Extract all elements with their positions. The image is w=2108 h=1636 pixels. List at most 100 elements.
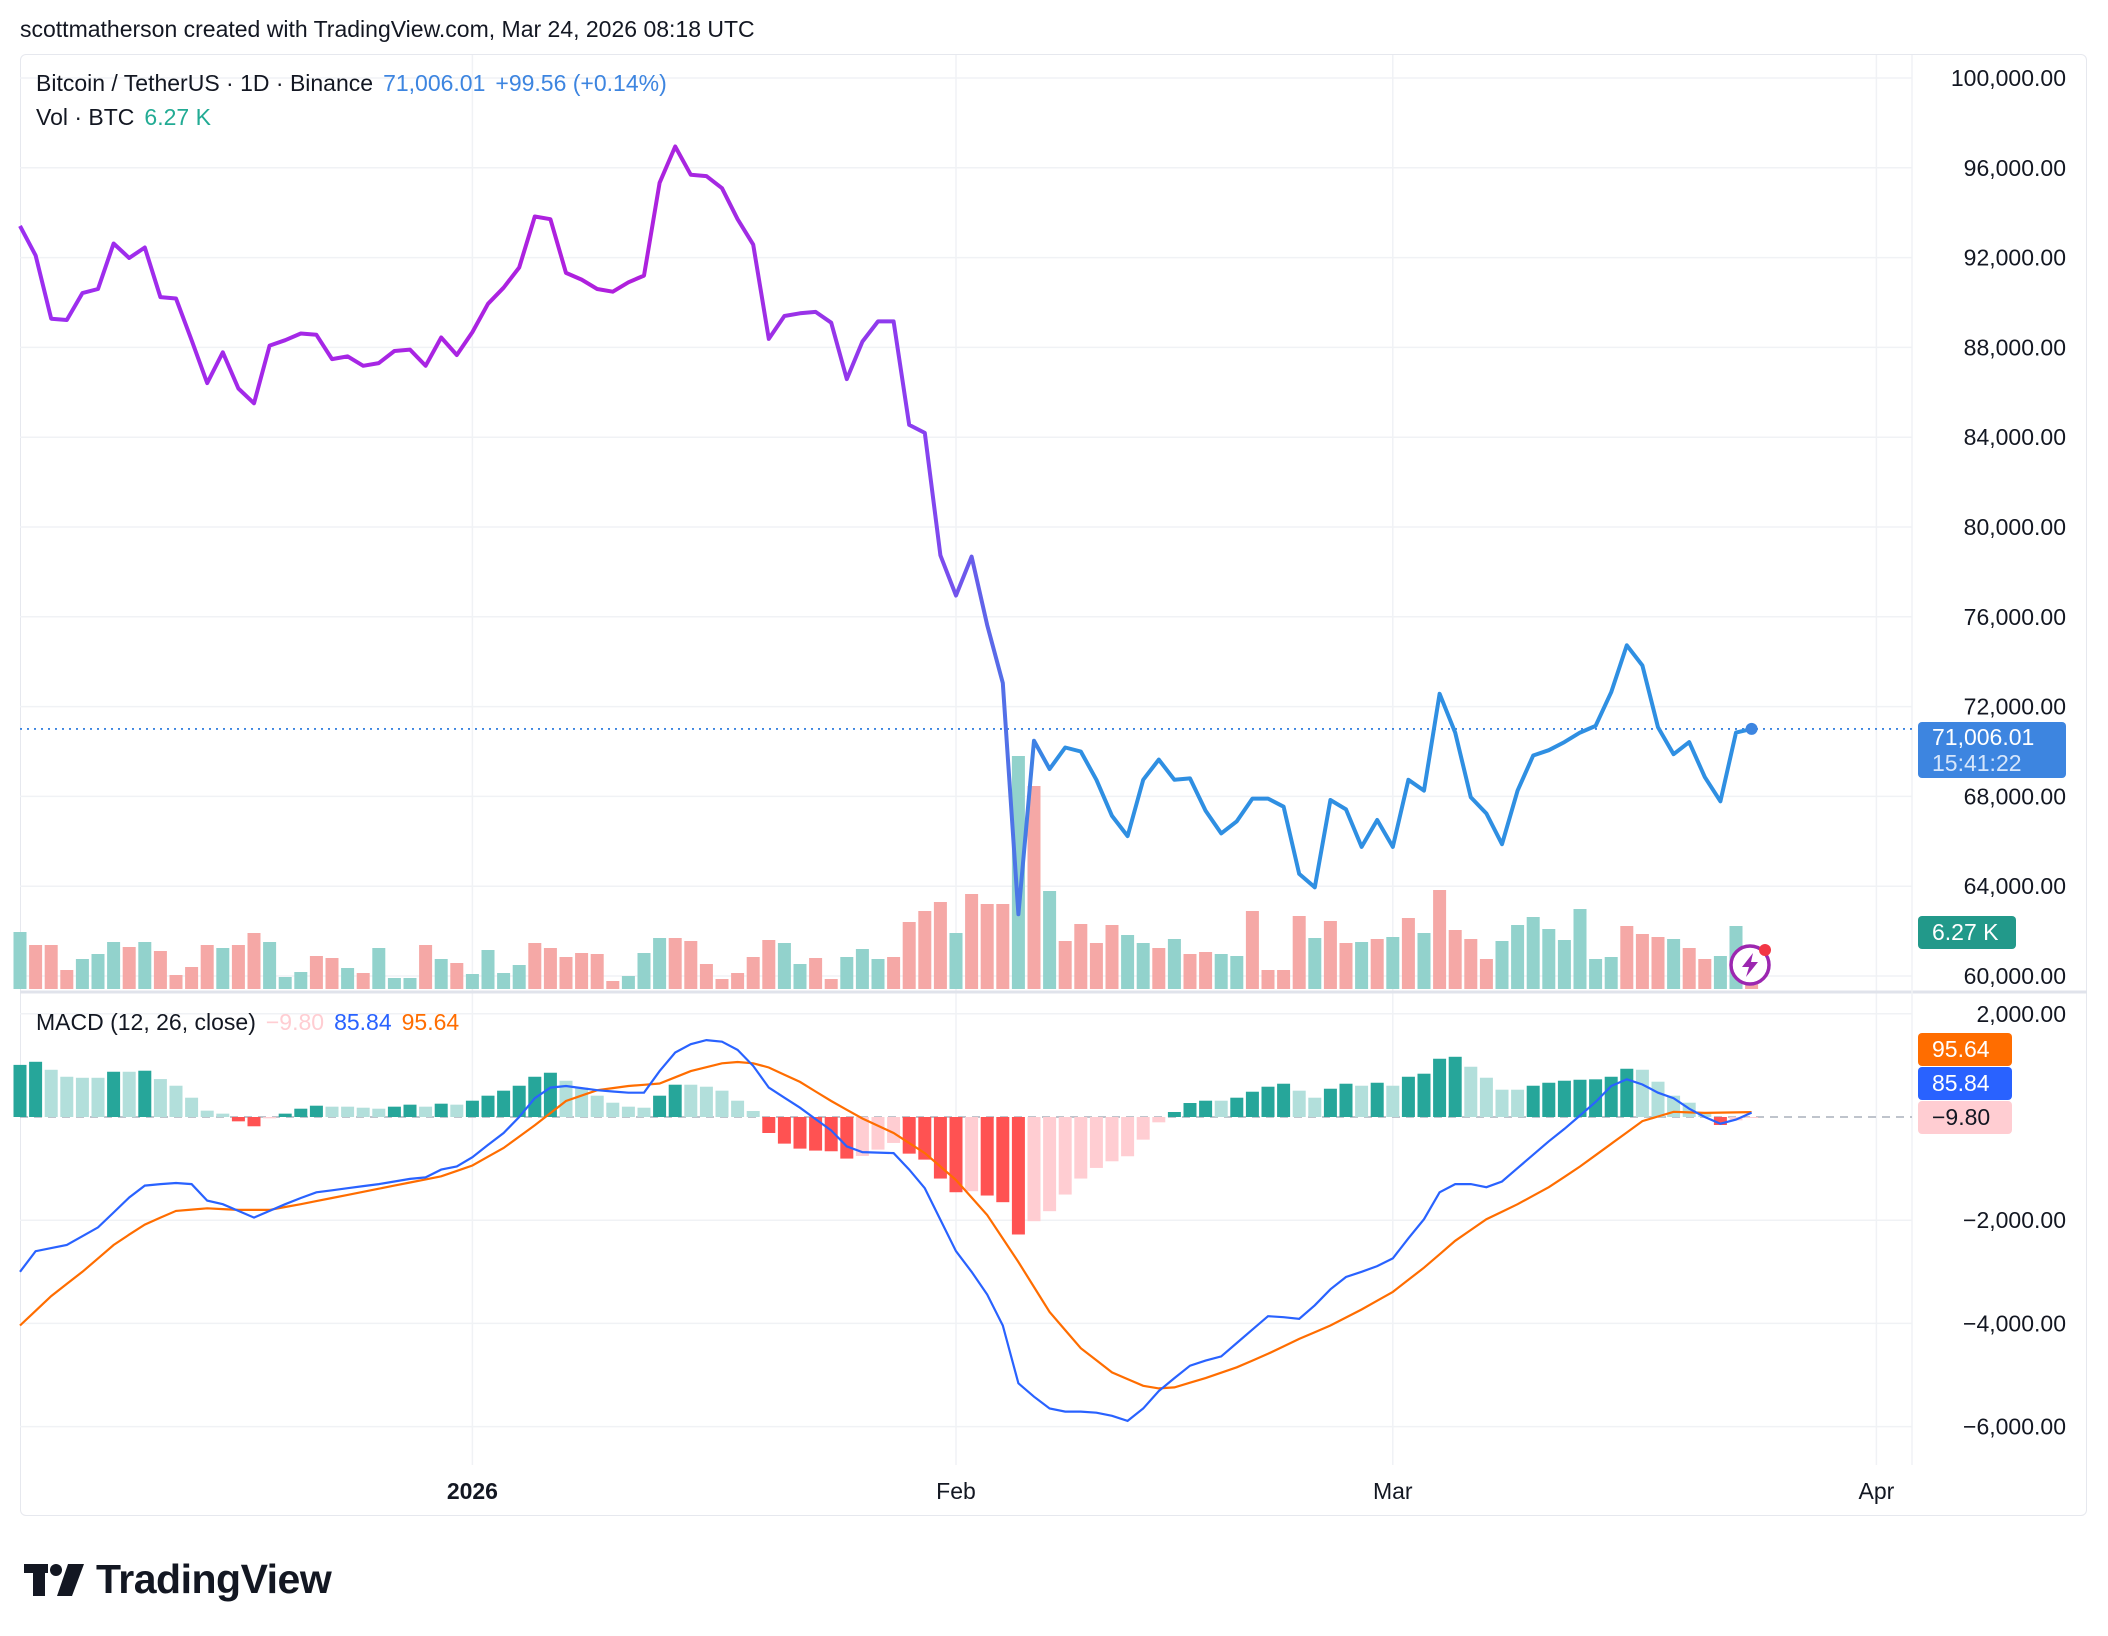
histogram-bar [1152,1117,1166,1123]
volume-bar [1479,959,1493,989]
volume-bar [1542,929,1556,989]
volume-bar [559,957,573,989]
volume-bar [668,938,682,989]
histogram-bar [44,1069,58,1117]
histogram-bar [1713,1117,1727,1125]
macd-line [19,1038,1753,1423]
volume-title[interactable]: Vol · BTC [36,104,135,130]
volume-bar [1401,918,1415,989]
histogram-bar [185,1097,199,1117]
volume-bar [949,933,963,989]
volume-bar [762,940,776,989]
price-axis-label: 64,000.00 [1964,873,2066,899]
volume-bar [824,979,838,989]
time-axis-label: 2026 [447,1478,498,1504]
histogram-bar [1183,1103,1197,1117]
price-line [18,144,1753,917]
histogram-bar [75,1077,89,1117]
volume-bar [341,968,355,989]
histogram-bar [762,1117,776,1133]
volume-bar [1105,925,1119,989]
macd-title[interactable]: MACD (12, 26, close) [36,1009,256,1035]
volume-bar [590,954,604,989]
volume-bar [699,964,713,989]
histogram-bar [590,1095,604,1117]
histogram-bar [777,1117,791,1144]
volume-bar [200,945,214,989]
tradingview-logo[interactable]: TradingView [24,1556,332,1603]
price-axis-label: 96,000.00 [1964,155,2066,181]
histogram-bar [621,1106,635,1117]
histogram-bar [419,1106,433,1117]
histogram-bar [1542,1082,1556,1117]
macd-axis-label: −4,000.00 [1963,1310,2066,1336]
histogram-bar [1136,1117,1150,1140]
histogram-bar [980,1117,994,1196]
histogram-bar [1745,1117,1759,1118]
volume-bar [1667,939,1681,989]
histogram-bar [138,1070,152,1117]
histogram-bar [887,1117,901,1143]
volume-bar [387,978,401,989]
histogram-bar [465,1100,479,1117]
histogram-bar [1635,1069,1649,1117]
volume-badge: 6.27 K [1918,916,2016,949]
histogram-bar [434,1103,448,1117]
histogram-bar [1089,1117,1103,1168]
axis-labels: 100,000.00 96,000.00 92,000.00 88,000.00 84,… [447,65,2066,1504]
volume-bar [1557,940,1571,989]
histogram-bar [1308,1097,1322,1117]
histogram-bar [1589,1079,1603,1117]
volume-bar [1027,786,1041,989]
histogram-bar [1386,1085,1400,1117]
histogram-bar [91,1077,105,1117]
alert-lightning-icon[interactable] [1729,944,1771,986]
histogram-bar [1058,1117,1072,1195]
chart-frame [20,54,2087,1516]
histogram-bar [122,1071,136,1117]
volume-bar [294,972,308,989]
volume-bar [1713,956,1727,989]
price-axis-label: 88,000.00 [1964,334,2066,360]
volume-bar [1074,924,1088,989]
volume-bar [1339,943,1353,989]
volume-bar [29,945,43,989]
histogram-bar [1511,1089,1525,1117]
volume-bar [1526,917,1540,989]
volume-bar [169,975,183,989]
histogram-bar [247,1117,261,1127]
volume-bar [1308,938,1322,989]
last-price-badge-value: 71,006.01 [1932,724,2035,750]
histogram-bar [1105,1117,1119,1162]
volume-bar [1199,952,1213,989]
volume-bar [1682,948,1696,989]
signal-badge: 95.64 [1918,1033,2012,1066]
volume-bar [980,904,994,989]
volume-bar [372,948,386,989]
volume-bar [996,904,1010,989]
volume-bar [933,902,947,989]
histogram-bar [450,1104,464,1117]
histogram-bar [637,1107,651,1117]
volume-bar [1573,909,1587,989]
volume-bar [840,957,854,989]
histogram-bar [1464,1066,1478,1117]
volume-bar [746,957,760,989]
histogram-bar [294,1108,308,1117]
histogram-bar [809,1117,823,1151]
volume-bar [1511,925,1525,989]
histogram-bar [200,1110,214,1117]
volume-bar [1152,948,1166,989]
volume-bars [13,756,1759,989]
volume-bar [855,949,869,989]
histogram-bar [60,1076,74,1117]
volume-bar [465,974,479,989]
histogram-bar [840,1117,854,1159]
histogram-bar [1557,1080,1571,1117]
series-lines [18,144,1912,1423]
histogram-bar [1230,1097,1244,1117]
symbol-title[interactable]: Bitcoin / TetherUS · 1D · Binance [36,70,374,96]
bar-countdown: 15:41:22 [1932,750,2022,776]
histogram-bar [1121,1117,1135,1157]
